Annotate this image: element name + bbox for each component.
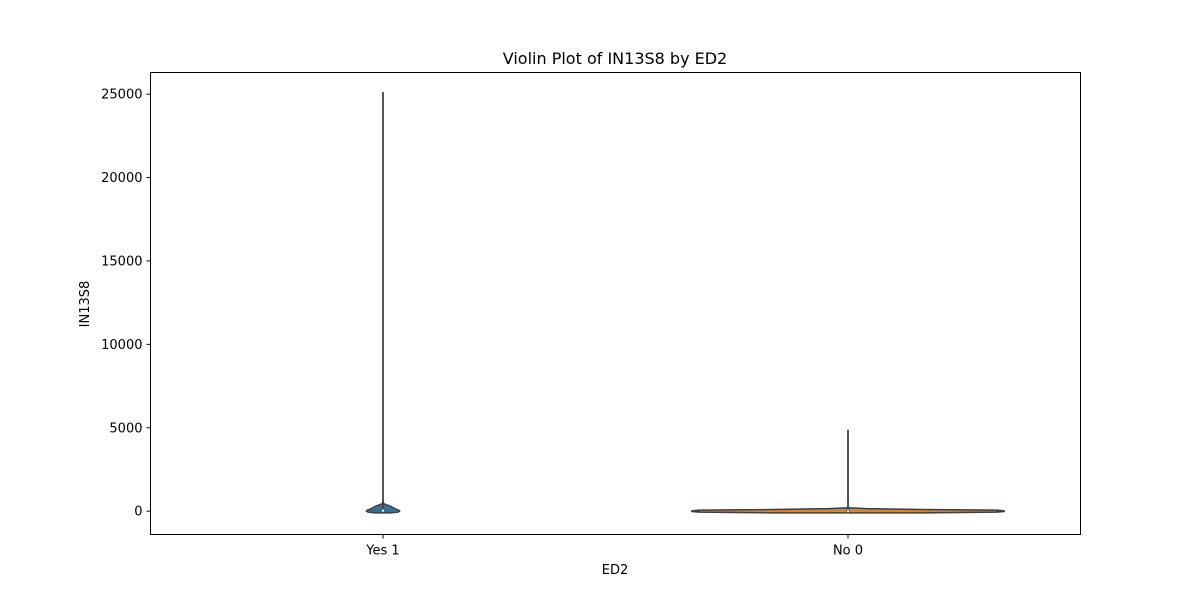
violin-no-0 <box>691 429 1005 514</box>
chart-title: Violin Plot of IN13S8 by ED2 <box>503 49 727 68</box>
y-tick-label: 5000 <box>109 421 142 436</box>
plot-frame <box>150 72 1081 535</box>
x-axis-label: ED2 <box>602 563 629 578</box>
y-tick-label: 15000 <box>101 254 142 269</box>
violins-layer <box>365 91 1005 514</box>
y-axis: 0 5000 10000 15000 20000 25000 <box>101 88 151 520</box>
x-tick-label: No 0 <box>833 544 863 559</box>
violin-median <box>846 509 850 513</box>
violin-median <box>381 508 385 513</box>
x-axis: Yes 1 No 0 <box>365 534 863 559</box>
violin-yes-1 <box>365 91 401 514</box>
x-tick-label: Yes 1 <box>365 544 399 559</box>
y-axis-label: IN13S8 <box>78 281 93 328</box>
y-tick-label: 25000 <box>101 88 142 103</box>
y-tick-label: 10000 <box>101 338 142 353</box>
y-tick-label: 20000 <box>101 171 142 186</box>
y-tick-label: 0 <box>134 505 142 520</box>
